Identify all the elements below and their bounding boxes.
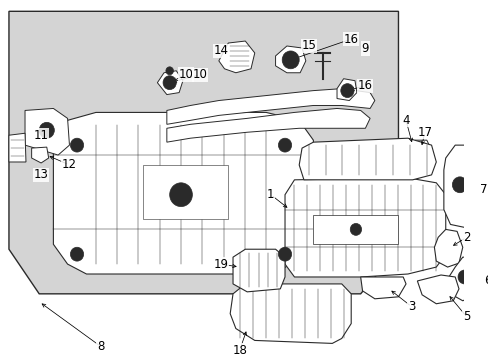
Circle shape <box>451 177 467 193</box>
Polygon shape <box>299 138 435 180</box>
Circle shape <box>163 76 176 90</box>
Circle shape <box>70 138 83 152</box>
Text: 1: 1 <box>266 188 274 201</box>
Text: 3: 3 <box>407 300 414 313</box>
Text: 16: 16 <box>357 79 372 92</box>
Circle shape <box>282 51 299 69</box>
Circle shape <box>457 270 470 284</box>
Text: 10: 10 <box>178 68 193 81</box>
Polygon shape <box>166 108 369 142</box>
Polygon shape <box>25 108 69 155</box>
Polygon shape <box>143 165 228 220</box>
Polygon shape <box>233 249 285 292</box>
Circle shape <box>340 84 353 98</box>
Polygon shape <box>409 140 431 162</box>
Text: 8: 8 <box>97 340 104 353</box>
Circle shape <box>169 183 192 207</box>
Polygon shape <box>360 277 405 299</box>
Circle shape <box>456 182 462 188</box>
Polygon shape <box>313 215 398 244</box>
Polygon shape <box>166 89 374 124</box>
Text: 11: 11 <box>34 129 48 142</box>
Polygon shape <box>285 178 445 277</box>
Circle shape <box>278 247 291 261</box>
Circle shape <box>176 190 185 200</box>
Circle shape <box>39 122 54 138</box>
Text: 6: 6 <box>484 274 488 287</box>
Circle shape <box>70 247 83 261</box>
Polygon shape <box>433 229 462 267</box>
Polygon shape <box>275 46 305 73</box>
Text: 14: 14 <box>213 44 228 58</box>
Polygon shape <box>157 71 183 95</box>
Polygon shape <box>9 133 26 162</box>
Polygon shape <box>417 275 458 304</box>
Text: 19: 19 <box>213 258 228 271</box>
Text: 5: 5 <box>462 310 469 323</box>
Text: 15: 15 <box>301 40 315 53</box>
Polygon shape <box>443 145 473 228</box>
Text: 2: 2 <box>462 231 469 244</box>
Circle shape <box>44 127 49 133</box>
Text: 9: 9 <box>361 42 368 55</box>
Polygon shape <box>53 112 313 274</box>
Circle shape <box>349 224 361 235</box>
Text: 13: 13 <box>34 168 48 181</box>
Text: 16: 16 <box>343 32 358 46</box>
Text: 18: 18 <box>232 344 246 357</box>
Text: 12: 12 <box>62 158 77 171</box>
Circle shape <box>165 67 173 75</box>
Text: 17: 17 <box>417 126 431 139</box>
Text: 7: 7 <box>479 183 487 196</box>
Text: 4: 4 <box>402 114 409 127</box>
Polygon shape <box>32 147 49 163</box>
Polygon shape <box>9 11 398 294</box>
Polygon shape <box>447 257 481 301</box>
Polygon shape <box>230 284 350 343</box>
Text: 10: 10 <box>192 68 207 81</box>
Polygon shape <box>219 41 254 73</box>
Polygon shape <box>336 79 356 100</box>
Circle shape <box>278 138 291 152</box>
